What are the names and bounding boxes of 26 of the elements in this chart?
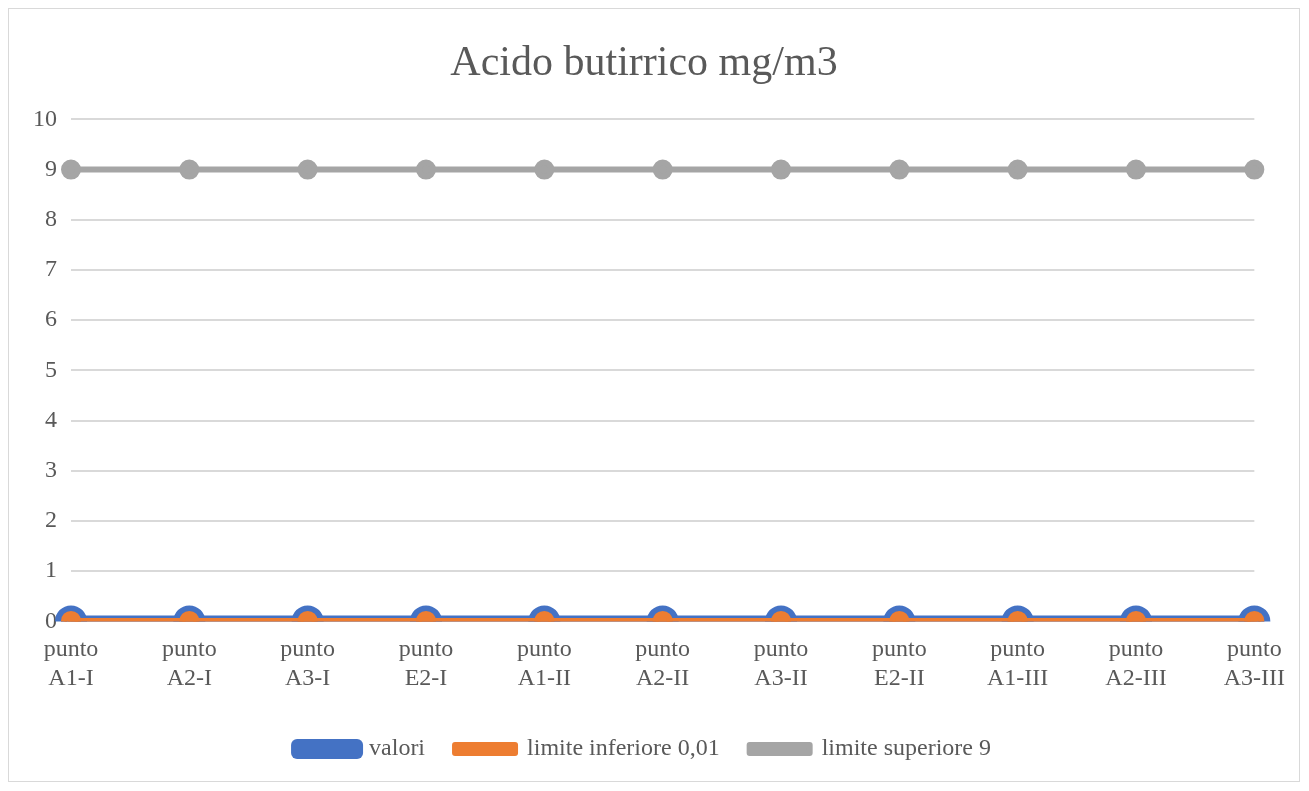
x-tick-label: punto E2-I: [398, 635, 454, 690]
x-tick-label: punto A1-II: [517, 635, 572, 690]
x-tick-label: punto A3-I: [280, 635, 336, 690]
x-tick-label: punto A2-II: [635, 635, 691, 690]
x-tick-label: punto A3-III: [1223, 635, 1286, 690]
x-tick-label: punto A1-I: [43, 635, 99, 690]
legend-label: limite inferiore 0,01: [527, 734, 720, 761]
x-tick-label: punto A2-III: [1105, 635, 1167, 690]
y-tick-label: 4: [45, 405, 57, 432]
y-tick-label: 1: [45, 556, 57, 583]
y-tick-label: 7: [45, 255, 57, 282]
legend-label: valori: [369, 734, 426, 761]
x-tick-label: punto A1-III: [987, 635, 1049, 690]
y-tick-label: 9: [45, 154, 57, 181]
legend-label: limite superiore 9: [821, 734, 991, 761]
x-tick-label: punto A2-I: [162, 635, 217, 690]
y-tick-label: 6: [45, 305, 57, 332]
y-tick-label: 2: [45, 506, 57, 533]
x-tick-label: punto A3-II: [753, 635, 809, 690]
chart-title: Acido butirrico mg/m3: [450, 38, 838, 85]
x-tick-label: punto E2-II: [872, 635, 927, 690]
y-tick-label: 5: [45, 355, 57, 382]
y-tick-label: 10: [33, 104, 57, 131]
y-tick-label: 0: [45, 606, 57, 633]
y-tick-label: 8: [45, 205, 57, 232]
y-tick-label: 3: [45, 456, 57, 483]
